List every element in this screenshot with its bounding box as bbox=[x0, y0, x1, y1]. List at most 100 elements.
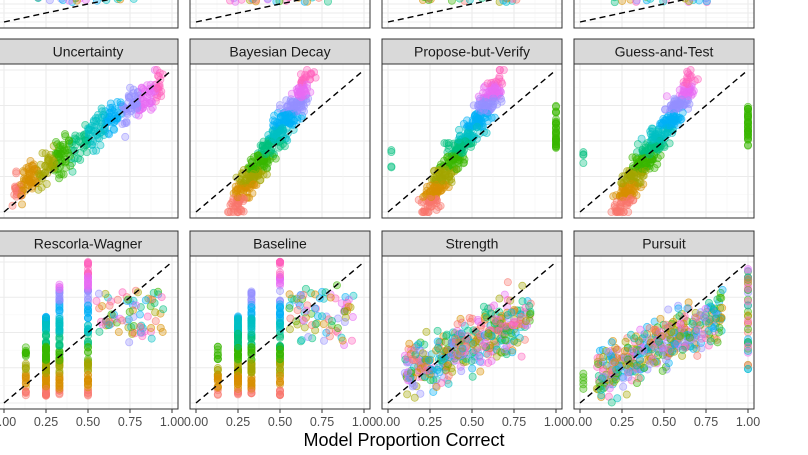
scatter-point bbox=[605, 384, 614, 393]
scatter-point bbox=[443, 361, 452, 370]
scatter-point bbox=[607, 338, 616, 347]
scatter-point bbox=[503, 0, 510, 2]
scatter-point bbox=[461, 357, 470, 366]
scatter-point bbox=[124, 315, 133, 324]
identity-reference-line bbox=[579, 69, 749, 213]
scatter-point bbox=[462, 335, 471, 344]
scatter-point bbox=[269, 150, 278, 159]
scatter-point bbox=[26, 156, 35, 165]
scatter-point bbox=[637, 134, 646, 143]
scatter-point bbox=[456, 0, 464, 3]
scatter-point bbox=[341, 293, 350, 302]
scatter-point bbox=[147, 334, 156, 343]
scatter-point bbox=[684, 69, 693, 78]
scatter-point bbox=[488, 97, 497, 106]
scatter-point bbox=[311, 320, 320, 329]
scatter-point bbox=[689, 344, 698, 353]
scatter-point bbox=[479, 302, 488, 311]
scatter-point bbox=[611, 0, 618, 2]
facet-panel: Guess-and-Test bbox=[573, 38, 755, 219]
scatter-point bbox=[57, 170, 66, 179]
scatter-point bbox=[444, 379, 453, 388]
scatter-point bbox=[403, 390, 412, 399]
scatter-point bbox=[426, 376, 435, 385]
scatter-point bbox=[249, 172, 258, 181]
scatter-point bbox=[632, 379, 641, 388]
x-tick-label: 0.00 bbox=[184, 415, 208, 429]
scatter-point bbox=[42, 330, 51, 339]
scatter-point bbox=[42, 389, 51, 398]
scatter-point bbox=[327, 317, 336, 326]
scatter-point bbox=[84, 291, 93, 300]
scatter-point bbox=[487, 356, 496, 365]
scatter-point bbox=[42, 391, 51, 400]
scatter-point bbox=[247, 316, 256, 325]
scatter-point bbox=[84, 380, 93, 389]
scatter-point bbox=[147, 97, 156, 106]
scatter-points bbox=[418, 0, 521, 6]
scatter-point bbox=[348, 313, 357, 322]
scatter-point bbox=[21, 387, 30, 396]
scatter-point bbox=[525, 302, 534, 311]
scatter-point bbox=[89, 116, 98, 125]
scatter-point bbox=[508, 0, 516, 3]
scatter-point bbox=[55, 369, 64, 378]
scatter-point bbox=[688, 319, 697, 328]
facet-title: Propose-but-Verify bbox=[414, 44, 530, 60]
facet-panel: Pursuit 0.00 0.25 0.50 0.75 1.00 bbox=[568, 230, 760, 429]
x-tick-label: 0.50 bbox=[460, 415, 484, 429]
scatter-point bbox=[660, 142, 669, 151]
scatter-point bbox=[116, 98, 125, 107]
scatter-point bbox=[432, 186, 441, 195]
scatter-point bbox=[437, 176, 446, 185]
scatter-point bbox=[611, 207, 620, 216]
scatter-point bbox=[61, 132, 70, 141]
facet-title: Guess-and-Test bbox=[615, 44, 714, 60]
scatter-point bbox=[579, 373, 588, 382]
scatter-point bbox=[744, 123, 753, 132]
scatter-point bbox=[704, 326, 713, 335]
scatter-point bbox=[313, 312, 322, 321]
scatter-point bbox=[668, 119, 677, 128]
scatter-point bbox=[437, 378, 446, 387]
identity-reference-line bbox=[579, 261, 749, 404]
scatter-point bbox=[248, 189, 257, 198]
scatter-point bbox=[338, 336, 347, 345]
scatter-point bbox=[713, 338, 722, 347]
scatter-point bbox=[275, 333, 284, 342]
scatter-point bbox=[457, 148, 466, 157]
scatter-point bbox=[419, 192, 428, 201]
scatter-point bbox=[158, 327, 167, 336]
scatter-point bbox=[55, 283, 64, 292]
scatter-point bbox=[21, 371, 30, 380]
scatter-point bbox=[668, 347, 677, 356]
scatter-point bbox=[84, 295, 93, 304]
scatter-point bbox=[55, 389, 64, 398]
scatter-point bbox=[496, 88, 505, 97]
scatter-point bbox=[662, 0, 671, 4]
scatter-point bbox=[626, 0, 635, 4]
scatter-point bbox=[118, 102, 127, 111]
scatter-point bbox=[661, 320, 670, 329]
scatter-point bbox=[477, 99, 486, 108]
scatter-points bbox=[8, 66, 167, 210]
scatter-point bbox=[512, 0, 521, 4]
scatter-point bbox=[408, 356, 417, 365]
scatter-point bbox=[95, 134, 104, 143]
scatter-point bbox=[444, 138, 453, 147]
scatter-point bbox=[84, 347, 93, 356]
scatter-point bbox=[71, 131, 80, 140]
scatter-point bbox=[579, 148, 588, 157]
scatter-point bbox=[247, 379, 256, 388]
scatter-point bbox=[340, 318, 349, 327]
scatter-point bbox=[286, 0, 292, 2]
scatter-point bbox=[55, 384, 64, 393]
scatter-point bbox=[84, 301, 93, 310]
x-tick-label: 0.50 bbox=[652, 415, 676, 429]
scatter-point bbox=[472, 326, 481, 335]
scatter-point bbox=[579, 151, 588, 160]
scatter-point bbox=[460, 155, 469, 164]
scatter-point bbox=[612, 365, 621, 374]
scatter-point bbox=[468, 372, 477, 381]
scatter-point bbox=[414, 340, 423, 349]
